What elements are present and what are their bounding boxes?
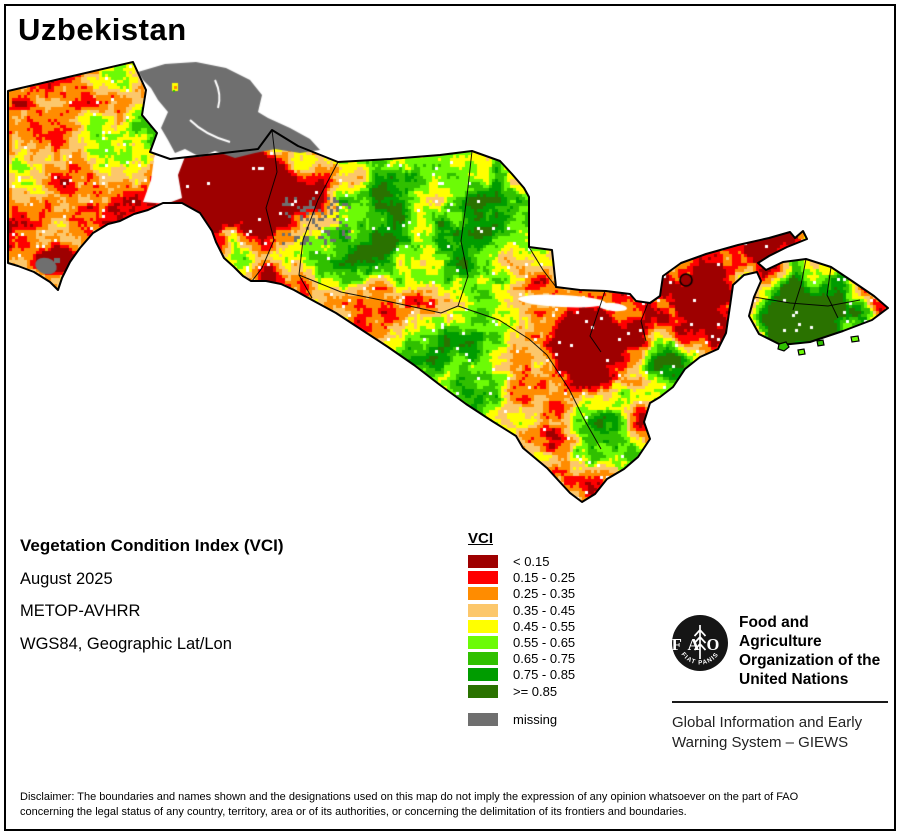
disclaimer-line1: Disclaimer: The boundaries and names sho… [20,791,799,803]
fao-org-name: Food and Agriculture Organization of the… [739,610,892,689]
legend-class-label: 0.55 - 0.65 [513,634,576,650]
info-date: August 2025 [20,569,113,588]
legend-class-list: < 0.15 0.15 - 0.25 0.25 - 0.35 0.35 - 0.45 0… [468,554,576,699]
fao-org-line2: Organization of the [739,652,881,669]
fao-logo-letters: FAO [672,635,727,654]
giews-line1: Global Information and Early [672,714,863,731]
fao-org-line1: Food and Agriculture [739,614,822,650]
legend-class-swatch [468,652,498,666]
legend-class-swatch [468,587,498,601]
legend-class-label: 0.15 - 0.25 [513,570,576,586]
legend-class-swatch [468,603,498,617]
legend-class-swatch [468,668,498,682]
legend-class-swatch [468,635,498,649]
legend-class-row: 0.45 - 0.55 [468,618,576,634]
disclaimer-line2: concerning the legal status of any count… [20,806,687,818]
legend-class-row: 0.35 - 0.45 [468,602,576,618]
admin-boundaries [251,129,861,450]
fao-branding-block: FAO FIAT PANIS Food and Agriculture Orga… [670,610,892,753]
giews-line2: Warning System – GIEWS [672,734,849,751]
legend-class-label: 0.25 - 0.35 [513,586,576,602]
legend-class-label: 0.35 - 0.45 [513,602,576,618]
fao-logo-icon: FAO FIAT PANIS [672,615,728,671]
branding-divider [672,701,888,703]
exclave-islands [777,335,860,356]
info-projection: WGS84, Geographic Lat/Lon [20,634,232,653]
giews-name: Global Information and Early Warning Sys… [670,713,892,753]
legend-class-label: < 0.15 [513,554,550,569]
legend-class-row: 0.15 - 0.25 [468,570,576,586]
legend-class-label: 0.45 - 0.55 [513,618,576,634]
info-product-name: Vegetation Condition Index (VCI) [20,536,284,555]
legend-class-row: 0.25 - 0.35 [468,586,576,602]
legend-class-label: 0.75 - 0.85 [513,667,576,683]
disclaimer-text: Disclaimer: The boundaries and names sho… [20,790,798,820]
page-title: Uzbekistan [18,12,187,47]
wheat-ear-icon [693,625,707,659]
legend-missing-swatch [468,712,498,726]
legend-title: VCI [468,530,494,547]
legend-class-swatch [468,619,498,633]
legend-class-swatch [468,555,498,568]
legend-class-row: >= 0.85 [468,683,575,699]
legend-class-row: < 0.15 [468,554,575,569]
legend-missing-label: missing [513,711,558,727]
vci-legend: VCI < 0.15 0.15 - 0.25 0.25 - 0.35 0.35 - 0… [468,530,575,729]
uzbekistan-country-boundary [7,61,889,503]
legend-class-swatch [468,571,498,585]
info-sensor: METOP-AVHRR [20,602,141,620]
legend-class-row: 0.65 - 0.75 [468,651,576,667]
legend-class-label: 0.65 - 0.75 [513,651,576,667]
legend-missing-row: missing [468,711,575,727]
map-info-block: Vegetation Condition Index (VCI) August … [20,536,284,667]
legend-class-label: >= 0.85 [513,683,558,699]
legend-class-swatch [468,684,498,698]
legend-class-row: 0.55 - 0.65 [468,634,576,650]
legend-class-row: 0.75 - 0.85 [468,667,576,683]
fao-org-line3: United Nations [739,671,849,688]
